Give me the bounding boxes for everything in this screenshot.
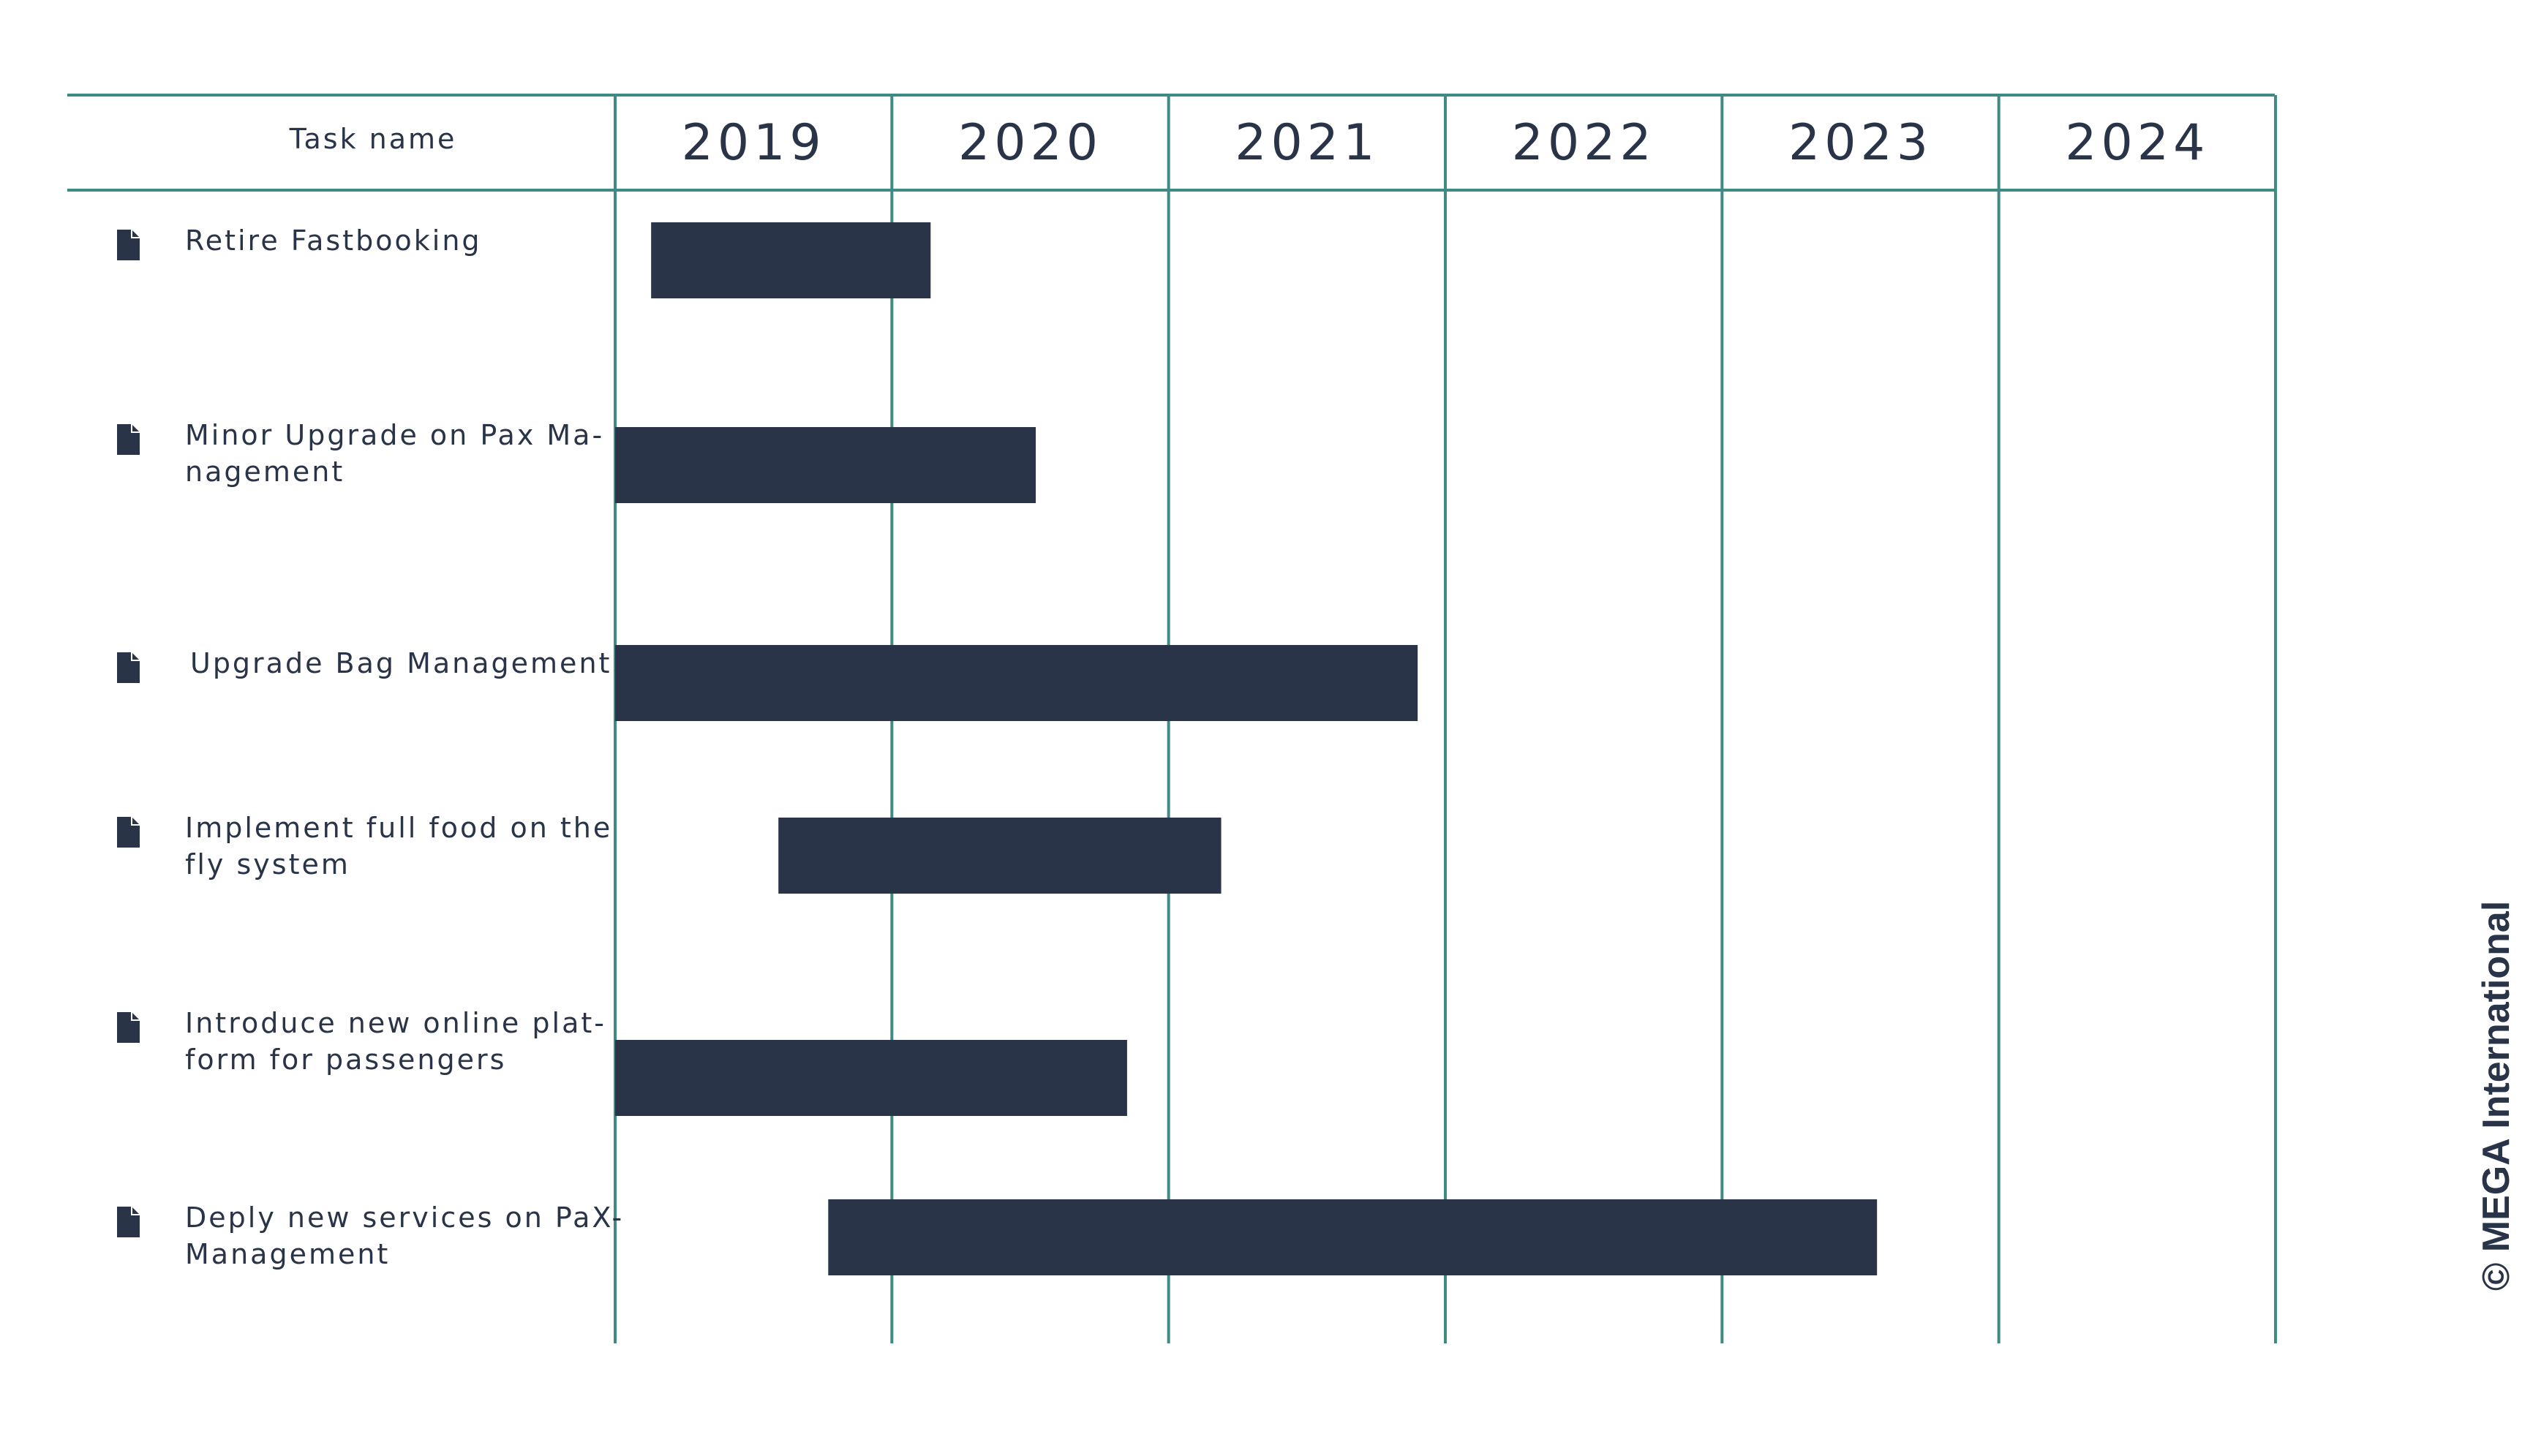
year-tick-label: 2020 (958, 114, 1102, 172)
year-axis: 2019 2020 2021 2022 2023 2024 (682, 114, 2209, 172)
document-icon (117, 1207, 140, 1237)
task-name-label: nagement (185, 456, 345, 488)
year-tick-label: 2019 (682, 114, 826, 172)
year-tick-label: 2023 (1788, 114, 1932, 172)
copyright-notice: © MEGA International (2475, 901, 2518, 1291)
year-tick-label: 2021 (1235, 114, 1379, 172)
task-bar (828, 1199, 1878, 1275)
task-name-label: Implement full food on the (185, 812, 612, 844)
document-icon (117, 424, 140, 455)
task-bar (778, 818, 1222, 894)
task-name-label: Management (185, 1238, 390, 1270)
year-tick-label: 2024 (2065, 114, 2209, 172)
document-icon (117, 230, 140, 260)
task-name-label: Upgrade Bag Management (190, 647, 611, 679)
task-bar (651, 222, 931, 298)
task-bar (615, 1040, 1127, 1116)
task-name-label: Retire Fastbooking (185, 225, 482, 257)
document-icon (117, 1012, 140, 1043)
task-row: Deply new services on PaX- Management (117, 1202, 624, 1270)
task-row: Upgrade Bag Management (117, 647, 611, 683)
task-name-label: Minor Upgrade on Pax Ma- (185, 419, 604, 451)
task-name-label: Deply new services on PaX- (185, 1202, 624, 1234)
task-name-header: Task name (289, 123, 457, 155)
task-bar (615, 427, 1036, 503)
task-name-label: Introduce new online plat- (185, 1007, 606, 1039)
task-row: Retire Fastbooking (117, 225, 482, 260)
task-bars (615, 222, 1878, 1275)
task-name-label: fly system (185, 848, 350, 880)
task-row: Minor Upgrade on Pax Ma-nagement (117, 419, 604, 488)
document-icon (117, 817, 140, 848)
task-list: Retire Fastbooking Minor Upgrade on Pax M… (117, 225, 624, 1270)
task-row: Implement full food on the fly system (117, 812, 612, 880)
year-tick-label: 2022 (1512, 114, 1656, 172)
task-bar (615, 645, 1418, 721)
document-icon (117, 652, 140, 683)
task-name-label: form for passengers (185, 1044, 506, 1076)
task-row: Introduce new online plat-form for passe… (117, 1007, 606, 1076)
